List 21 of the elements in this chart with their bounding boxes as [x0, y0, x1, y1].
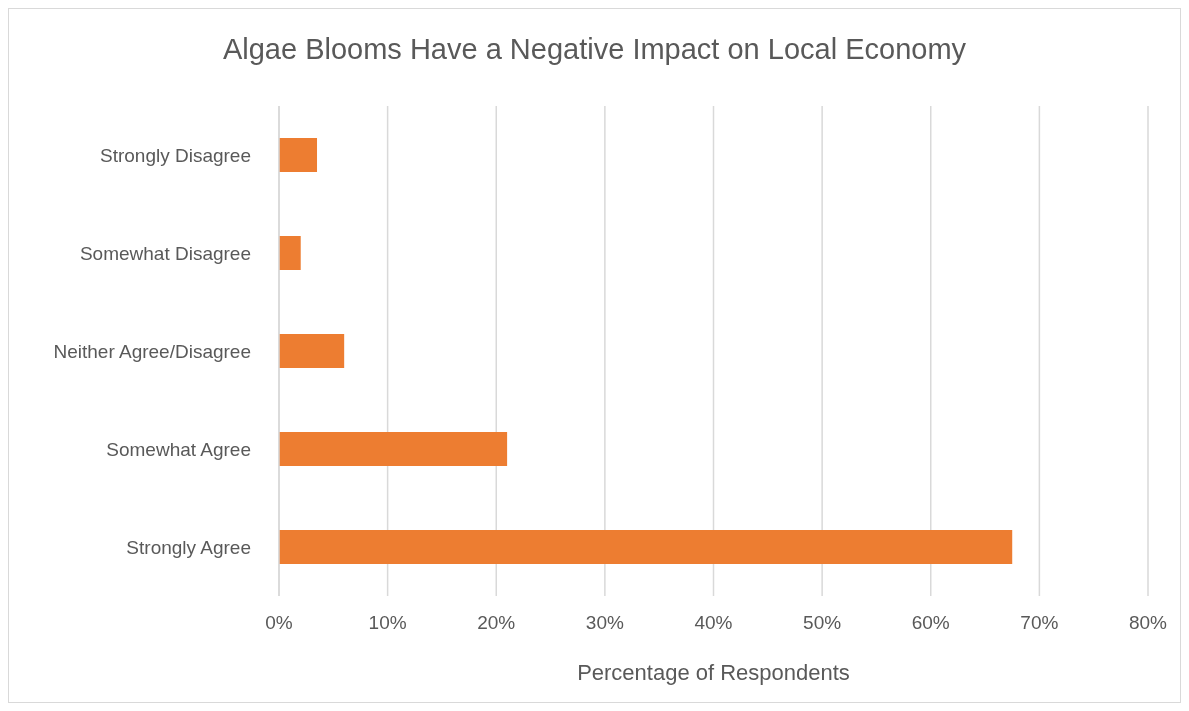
y-tick-label: Somewhat Disagree	[79, 242, 251, 264]
chart-title: Algae Blooms Have a Negative Impact on Local Economy	[221, 33, 968, 66]
bar	[279, 530, 1013, 564]
bar	[279, 138, 318, 172]
bar	[279, 334, 345, 368]
x-tick-label: 80%	[1128, 612, 1168, 634]
x-axis-title: Percentage of Respondents	[577, 660, 850, 685]
x-tick-label: 0%	[265, 612, 293, 634]
x-tick-label: 50%	[803, 612, 842, 634]
x-tick-label: 70%	[1020, 612, 1059, 634]
bar	[279, 236, 301, 270]
x-tick-label: 40%	[694, 612, 733, 634]
y-tick-label: Strongly Disagree	[99, 144, 251, 166]
y-tick-label: Strongly Agree	[126, 536, 251, 558]
x-tick-label: 30%	[585, 612, 624, 634]
y-tick-label: Somewhat Agree	[106, 438, 251, 460]
x-tick-label: 10%	[368, 612, 407, 634]
bar	[279, 432, 508, 466]
x-tick-label: 20%	[477, 612, 516, 634]
x-tick-label: 60%	[911, 612, 950, 634]
y-tick-label: Neither Agree/Disagree	[53, 340, 251, 362]
